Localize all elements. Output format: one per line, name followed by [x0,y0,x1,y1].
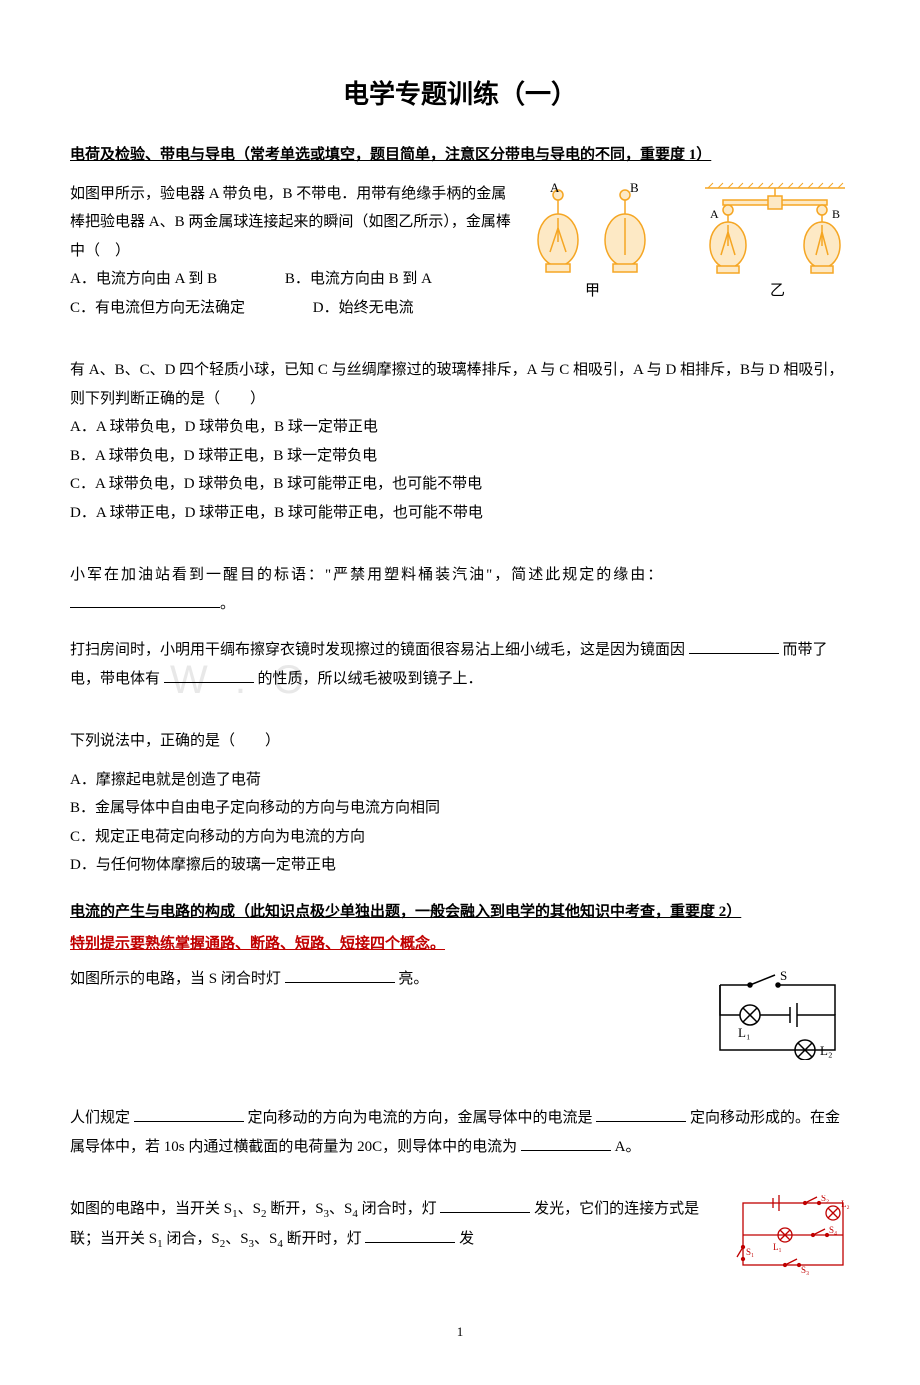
fig-label-a: A [550,180,560,195]
q3-stem-a: 小军在加油站看到一醒目的标语："严禁用塑料桶装汽油"，简述此规定的缘由： [70,567,664,583]
q1-opt-b: B．电流方向由 B 到 A [285,265,432,294]
q6-stem-a: 如图所示的电路，当 S 闭合时灯 [70,971,281,987]
question-1: 如图甲所示，验电器 A 带负电，B 不带电．用带有绝缘手柄的金属棒把验电器 A、… [70,180,850,323]
q5-stem: 下列说法中，正确的是（ ） [70,727,850,756]
page-number: 1 [70,1320,850,1345]
question-3: 小军在加油站看到一醒目的标语："严禁用塑料桶装汽油"，简述此规定的缘由： 。 [70,561,850,618]
section-1-header: 电荷及检验、带电与导电（常考单选或填空，题目简单，注意区分带电与导电的不同，重要… [70,141,850,170]
q6-stem-b: 亮。 [398,971,428,987]
circuit-1-figure: S L₁ L₂ [705,965,850,1071]
svg-text:S₃: S₃ [801,1265,809,1275]
q5-opt-a: A．摩擦起电就是创造了电荷 [70,766,850,795]
page-title: 电学专题训练（一） [70,70,850,119]
section-2-header: 电流的产生与电路的构成（此知识点极少单独出题，一般会融入到电学的其他知识中考查，… [70,898,850,927]
q2-opt-b: B．A 球带负电，D 球带正电，B 球一定带负电 [70,442,850,471]
svg-text:L₂: L₂ [820,1043,832,1058]
svg-text:A: A [710,207,719,221]
svg-text:B: B [832,207,840,221]
q5-opt-d: D．与任何物体摩擦后的玻璃一定带正电 [70,851,850,880]
q5-opt-c: C．规定正电荷定向移动的方向为电流的方向 [70,823,850,852]
fig-cap-right: 乙 [770,283,785,299]
q1-opt-a: A．电流方向由 A 到 B [70,265,217,294]
blank [365,1227,455,1243]
q2-stem: 有 A、B、C、D 四个轻质小球，已知 C 与丝绸摩擦过的玻璃棒排斥，A 与 C… [70,356,850,413]
question-4: W . O 打扫房间时，小明用干绸布擦穿衣镜时发现擦过的镜面很容易沾上细小绒毛，… [70,636,850,693]
svg-text:L₁: L₁ [773,1242,782,1252]
q1-opt-c: C．有电流但方向无法确定 [70,294,245,323]
blank [134,1106,244,1122]
blank [689,638,779,654]
blank [521,1135,611,1151]
svg-text:S₄: S₄ [829,1225,837,1235]
question-8: 如图的电路中，当开关 S1、S2 断开，S3、S4 闭合时，灯 发光，它们的连接… [70,1195,850,1286]
svg-text:L₂: L₂ [841,1199,850,1209]
svg-text:S₁: S₁ [746,1247,754,1257]
q8-a: 如图的电路中，当开关 S [70,1201,232,1217]
q2-opt-c: C．A 球带负电，D 球带负电，B 球可能带正电，也可能不带电 [70,470,850,499]
q4-stem-a: 打扫房间时，小明用干绸布擦穿衣镜时发现擦过的镜面很容易沾上细小绒毛，这是因为镜面… [70,642,685,658]
question-7: 人们规定 定向移动的方向为电流的方向，金属导体中的电流是 定向移动形成的。在金属… [70,1104,850,1161]
question-6: 如图所示的电路，当 S 闭合时灯 亮。 [70,965,850,1071]
q3-stem-b: 。 [220,596,237,612]
q2-opt-d: D．A 球带正电，D 球带正电，B 球可能带正电，也可能不带电 [70,499,850,528]
q4-stem-c: 的性质，所以绒毛被吸到镜子上． [258,671,483,687]
blank [70,592,220,608]
q1-stem: 如图甲所示，验电器 A 带负电，B 不带电．用带有绝缘手柄的金属棒把验电器 A、… [70,180,518,266]
svg-text:S₂: S₂ [821,1195,829,1203]
circuit-2-figure: S₂ L₂ L₁ S₄ S₁ S₃ [735,1195,850,1286]
q7-d: A。 [615,1139,641,1155]
q2-opt-a: A．A 球带负电，D 球带负电，B 球一定带正电 [70,413,850,442]
electroscope-figure: A B A B 甲 乙 [530,180,850,321]
blank [164,667,254,683]
q7-b: 定向移动的方向为电流的方向，金属导体中的电流是 [248,1110,593,1126]
blank [285,967,395,983]
blank [596,1106,686,1122]
hint-text: 特别提示要熟练掌握通路、断路、短路、短接四个概念。 [70,930,850,959]
q7-a: 人们规定 [70,1110,130,1126]
question-2: 有 A、B、C、D 四个轻质小球，已知 C 与丝绸摩擦过的玻璃棒排斥，A 与 C… [70,356,850,527]
blank [440,1197,530,1213]
q5-opt-b: B．金属导体中自由电子定向移动的方向与电流方向相同 [70,794,850,823]
svg-text:L₁: L₁ [738,1025,750,1040]
fig-cap-left: 甲 [585,283,600,299]
fig-label-b: B [630,180,639,195]
question-5: 下列说法中，正确的是（ ） A．摩擦起电就是创造了电荷 B．金属导体中自由电子定… [70,727,850,880]
svg-text:S: S [780,968,787,983]
q1-opt-d: D．始终无电流 [313,294,414,323]
